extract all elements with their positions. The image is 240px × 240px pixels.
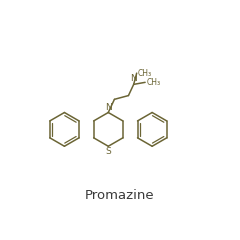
Text: N: N — [130, 74, 137, 84]
Text: Promazine: Promazine — [85, 189, 155, 202]
Text: S: S — [105, 147, 111, 156]
Text: CH₃: CH₃ — [146, 78, 160, 87]
Text: CH₃: CH₃ — [138, 69, 152, 78]
Text: N: N — [105, 103, 112, 112]
